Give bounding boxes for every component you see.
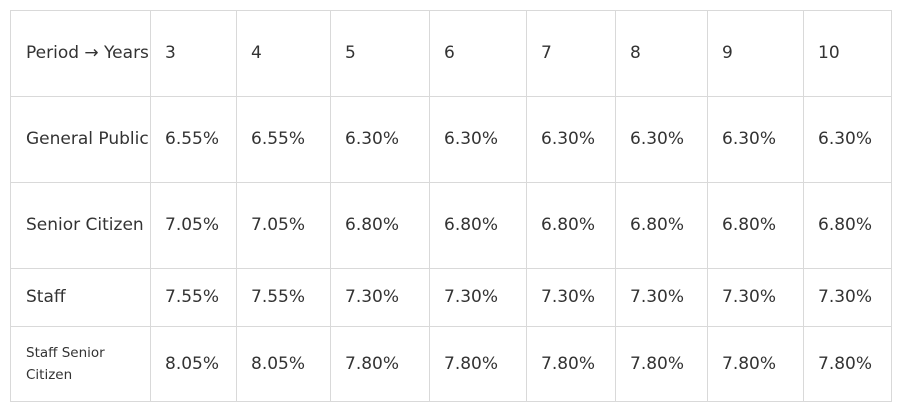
column-header: 7	[526, 10, 616, 97]
rate-cell: 6.30%	[429, 96, 527, 183]
rate-cell: 6.80%	[429, 182, 527, 269]
rate-cell: 6.55%	[236, 96, 331, 183]
rate-cell: 7.80%	[615, 326, 708, 402]
rate-cell: 6.30%	[803, 96, 892, 183]
rate-cell: 6.80%	[330, 182, 430, 269]
rate-cell: 6.80%	[526, 182, 616, 269]
rate-cell: 7.30%	[707, 268, 804, 327]
row-label: Senior Citizen	[10, 182, 151, 269]
rate-cell: 7.80%	[330, 326, 430, 402]
rate-cell: 6.80%	[615, 182, 708, 269]
rate-cell: 7.55%	[150, 268, 237, 327]
rate-cell: 7.05%	[236, 182, 331, 269]
rate-cell: 6.30%	[707, 96, 804, 183]
row-label: General Public	[10, 96, 151, 183]
row-label: Staff	[10, 268, 151, 327]
row-label: Staff Senior Citizen	[10, 326, 151, 402]
rate-cell: 7.80%	[526, 326, 616, 402]
rate-cell: 7.80%	[707, 326, 804, 402]
interest-rate-table: Period → Years 3 4 5 6 7 8 9 10 General …	[10, 10, 892, 402]
column-header: 4	[236, 10, 331, 97]
rate-cell: 8.05%	[150, 326, 237, 402]
rate-cell: 6.30%	[615, 96, 708, 183]
rate-cell: 6.30%	[526, 96, 616, 183]
rate-cell: 7.30%	[429, 268, 527, 327]
column-header: 10	[803, 10, 892, 97]
table-row: General Public 6.55% 6.55% 6.30% 6.30% 6…	[10, 96, 892, 183]
period-header-label: Period → Years	[10, 10, 151, 97]
rate-cell: 6.80%	[707, 182, 804, 269]
table-row: Staff Senior Citizen 8.05% 8.05% 7.80% 7…	[10, 326, 892, 402]
rate-cell: 6.80%	[803, 182, 892, 269]
table-row: Senior Citizen 7.05% 7.05% 6.80% 6.80% 6…	[10, 182, 892, 269]
column-header: 6	[429, 10, 527, 97]
rate-cell: 7.80%	[803, 326, 892, 402]
rate-cell: 7.55%	[236, 268, 331, 327]
rate-cell: 7.80%	[429, 326, 527, 402]
rate-cell: 8.05%	[236, 326, 331, 402]
rate-cell: 7.30%	[526, 268, 616, 327]
table-row: Staff 7.55% 7.55% 7.30% 7.30% 7.30% 7.30…	[10, 268, 892, 327]
rate-cell: 7.30%	[803, 268, 892, 327]
column-header: 9	[707, 10, 804, 97]
rate-cell: 6.55%	[150, 96, 237, 183]
rate-cell: 7.05%	[150, 182, 237, 269]
column-header: 5	[330, 10, 430, 97]
rate-cell: 7.30%	[330, 268, 430, 327]
table-header-row: Period → Years 3 4 5 6 7 8 9 10	[10, 10, 892, 97]
column-header: 8	[615, 10, 708, 97]
rate-cell: 7.30%	[615, 268, 708, 327]
rate-cell: 6.30%	[330, 96, 430, 183]
column-header: 3	[150, 10, 237, 97]
